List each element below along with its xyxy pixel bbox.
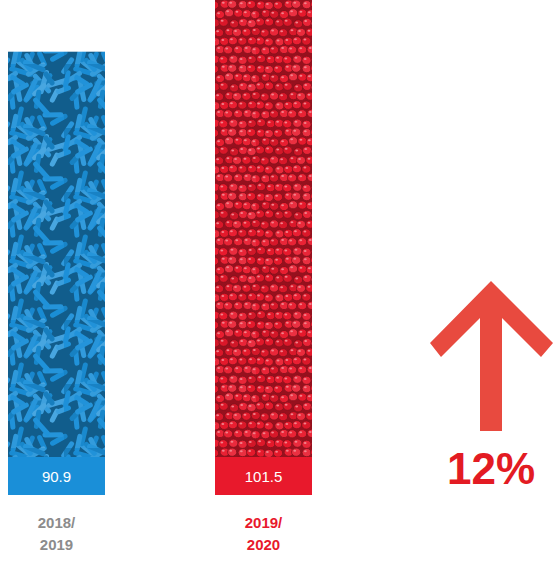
data-label: 101.5 [245,468,283,485]
data-label: 90.9 [42,468,71,485]
bar [215,0,312,495]
labels: 90.9 2018/2019 101.5 2019/2020 [8,457,312,553]
chart-container: 90.9 2018/2019 101.5 2019/2020 12% [0,0,553,563]
data-label-box [8,457,105,495]
up-arrow [430,281,553,431]
chart-svg: 90.9 2018/2019 101.5 2019/2020 12% [0,0,553,563]
category-label: 2018/2019 [38,514,76,553]
annotation: 12% [447,444,535,493]
bar [8,52,105,495]
data-label-box [215,457,312,495]
category-label: 2019/2020 [245,514,283,553]
bars [8,0,312,495]
